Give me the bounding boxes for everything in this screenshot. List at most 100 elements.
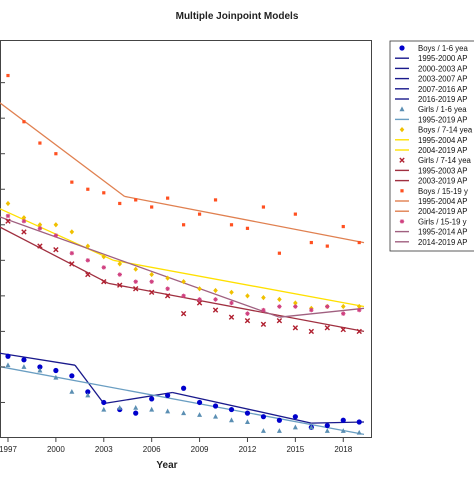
series-8-point <box>101 254 107 260</box>
series-8-point <box>197 286 202 292</box>
series-8-points <box>5 200 362 311</box>
series-6-point <box>165 408 171 414</box>
legend-label: Girls / 7-14 yea <box>418 156 472 165</box>
series-17-point <box>293 304 298 309</box>
series-11-point <box>69 261 75 267</box>
series-6-point <box>117 404 123 410</box>
series-14-point <box>229 223 234 227</box>
legend-swatch-marker <box>400 189 404 193</box>
series-6-point <box>276 428 282 433</box>
series-17-point <box>5 213 11 219</box>
series-17-point <box>229 300 234 306</box>
series-11-point <box>53 246 59 253</box>
series-14-points <box>6 73 361 255</box>
series-5-fit-line <box>311 421 365 424</box>
series-3-fit-line <box>103 391 173 405</box>
series-0-point <box>37 364 43 370</box>
series-17-point <box>37 226 43 231</box>
series-17-point <box>341 311 346 316</box>
x-tick-label: 2006 <box>143 445 161 454</box>
series-0-point <box>69 373 75 379</box>
legend-swatch-marker <box>399 219 405 224</box>
x-axis: 1997 2000 2003 2006 2009 2012 2015 2018 <box>0 438 353 454</box>
series-8-point <box>133 266 139 272</box>
series-17-point <box>85 258 91 263</box>
series-11-points <box>5 218 362 335</box>
series-17-point <box>53 233 59 238</box>
legend-label: 2016-2019 AP <box>418 95 467 104</box>
legend-swatch-marker <box>399 157 405 163</box>
series-8-point <box>117 261 123 267</box>
series-6-point <box>244 419 250 425</box>
legend-swatch-marker <box>399 45 405 51</box>
series-14-point <box>134 198 138 202</box>
legend-label: 1995-2003 AP <box>418 166 467 175</box>
series-14-point <box>22 120 26 124</box>
series-11-point <box>37 243 43 249</box>
legend-label: Girls / 1-6 yea <box>418 105 467 114</box>
series-14-point <box>102 191 106 195</box>
series-0-point <box>181 385 187 391</box>
series-0-point <box>340 417 346 423</box>
series-6-point <box>133 404 139 410</box>
series-11-point <box>228 314 235 320</box>
series-0-point <box>276 417 282 423</box>
series-6-point <box>53 374 59 380</box>
series-17-point <box>101 265 106 270</box>
legend-item: 2004-2019 AP <box>395 146 467 155</box>
legend-item: 2003-2019 AP <box>395 177 467 186</box>
series-14-point <box>150 205 154 209</box>
series-11-point <box>196 300 203 306</box>
series-14-point <box>261 205 266 209</box>
legend-item: 2000-2003 AP <box>395 64 467 73</box>
series-6-point <box>21 364 27 369</box>
series-11-point <box>356 328 362 335</box>
series-11-point <box>164 293 171 299</box>
legend-label: 1995-2014 AP <box>418 228 467 237</box>
legend-item: Boys / 15-19 y <box>400 187 468 196</box>
series-2-fit-line <box>74 364 105 404</box>
series-17-point <box>309 307 314 313</box>
series-14-point <box>325 244 329 248</box>
series-6-point <box>292 424 298 430</box>
series-0-point <box>149 396 155 402</box>
series-8-point <box>213 287 218 294</box>
legend-label: 1995-2004 AP <box>418 197 467 206</box>
series-11-point <box>5 218 11 224</box>
series-8-point <box>293 300 298 306</box>
series-14-point <box>277 251 281 255</box>
legend-item: 1995-2004 AP <box>395 197 467 206</box>
series-9-fit-line <box>0 208 114 261</box>
series-8-point <box>165 275 170 281</box>
x-tick-label: 2003 <box>95 445 113 454</box>
series-6-point <box>197 412 203 417</box>
series-8-point <box>149 271 154 278</box>
series-0-point <box>53 367 59 374</box>
series-6-point <box>149 406 155 412</box>
series-0-point <box>133 410 139 416</box>
series-14-point <box>197 212 202 216</box>
series-0-point <box>101 399 107 406</box>
series-8-point <box>277 296 282 303</box>
legend-swatch-marker <box>399 127 405 133</box>
legend-item: 2004-2019 AP <box>395 207 467 216</box>
x-tick-label: 2018 <box>334 445 352 454</box>
series-8-point <box>53 222 59 228</box>
series-0-point <box>228 406 235 413</box>
series-17-point <box>149 279 154 284</box>
series-11-point <box>85 271 91 278</box>
series-11-point <box>340 326 346 333</box>
series-17-point <box>181 293 186 299</box>
series-17-point <box>21 219 27 224</box>
series-11-point <box>21 229 27 235</box>
series-17-point <box>117 272 122 277</box>
series-11-point <box>308 328 315 335</box>
series-0-point <box>196 399 203 406</box>
series-4-fit-line <box>172 391 312 424</box>
series-8-point <box>261 295 266 301</box>
x-axis-label: Year <box>156 460 177 471</box>
series-17-point <box>213 297 218 302</box>
series-14-point <box>357 240 361 245</box>
legend-label: Girls / 15-19 y <box>418 217 467 226</box>
